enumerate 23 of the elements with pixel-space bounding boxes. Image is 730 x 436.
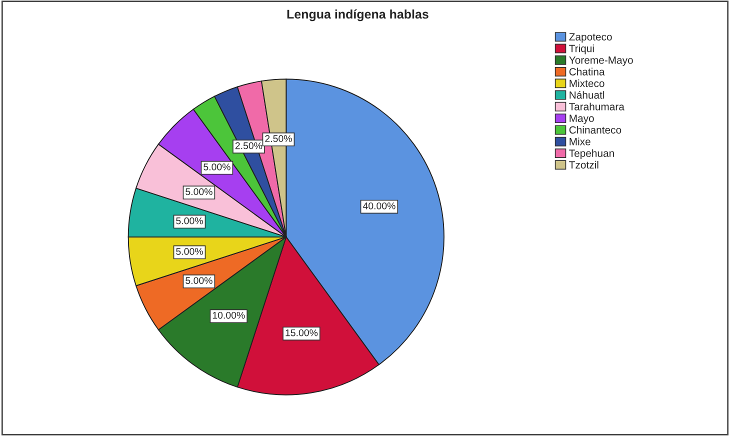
data-label: 40.00% [362,202,396,210]
data-label: 5.00% [176,248,203,255]
data-label: 2.50% [235,142,262,150]
legend-label: Triqui [569,44,594,54]
data-label: 5.00% [186,188,212,196]
legend-label: Tzotzil [569,160,598,169]
data-label: 10.00% [212,312,245,319]
data-label: 2.50% [265,135,292,142]
legend-label: Mixe [570,138,590,146]
legend-label: Yoreme-Mayo [569,56,633,66]
legend-label: Mayo [570,114,594,124]
legend-label: Tarahumara [569,102,624,110]
legend-label: Mixteco [570,79,604,88]
legend-label: Tepehuan [569,149,614,159]
legend-label: Chatina [569,68,605,76]
data-label: 15.00% [286,329,318,336]
data-label: 5.00% [204,163,230,170]
legend-label: Zapoteco [569,33,612,43]
data-label: 5.00% [186,277,212,284]
data-label: 5.00% [176,217,203,224]
legend-label: Chinanteco [569,126,622,134]
chart-title: Lengua indígena hablas [287,9,428,22]
legend-label: Náhuatl [570,90,604,99]
